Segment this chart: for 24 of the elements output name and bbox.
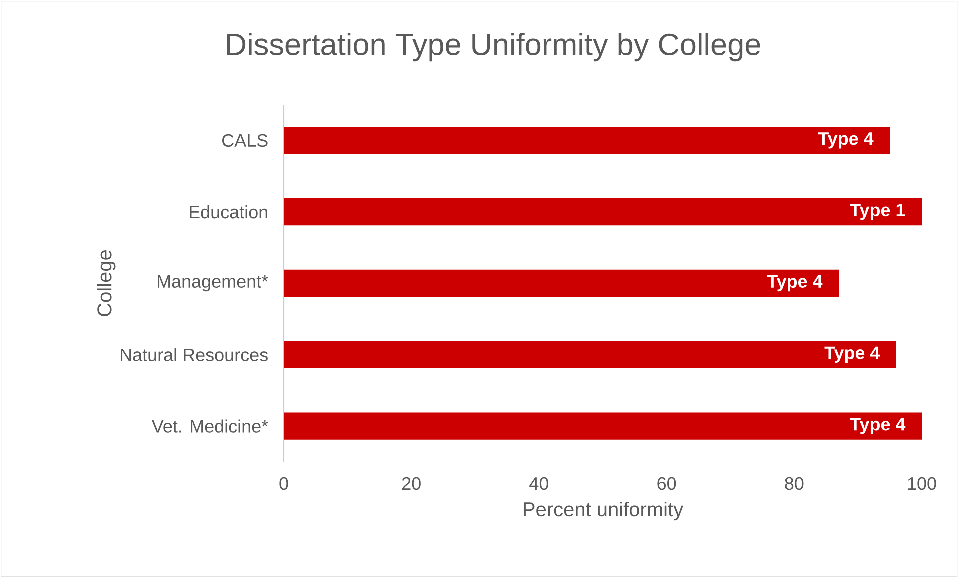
data-label: Type 1 (850, 204, 906, 220)
x-tick-label: 100 (908, 477, 936, 490)
data-label: Type 4 (818, 132, 874, 149)
chart-title: Dissertation Type Uniformity by College (227, 33, 760, 62)
x-tick-label: 20 (402, 477, 421, 490)
x-tick-label: 0 (280, 477, 288, 490)
y-tick-label: Natural Resources (121, 348, 268, 362)
bar (284, 341, 896, 368)
bar (284, 270, 840, 298)
data-label: Type 4 (850, 418, 906, 434)
bar (284, 412, 922, 440)
y-tick-label: Education (190, 205, 268, 219)
x-tick-label: 60 (658, 477, 676, 490)
y-tick-label: CALS (222, 134, 268, 148)
data-label: Type 4 (824, 346, 880, 363)
data-label: Type 4 (767, 275, 823, 292)
x-tick-label: 80 (785, 477, 804, 490)
y-tick-label: Management* (158, 275, 268, 292)
bar (284, 198, 922, 226)
bar (284, 127, 890, 154)
y-axis-title: College (97, 250, 116, 316)
y-tick-label: Vet. Medicine* (152, 420, 268, 433)
x-axis-title: Percent uniformity (524, 502, 684, 521)
x-tick-label: 40 (530, 477, 549, 490)
